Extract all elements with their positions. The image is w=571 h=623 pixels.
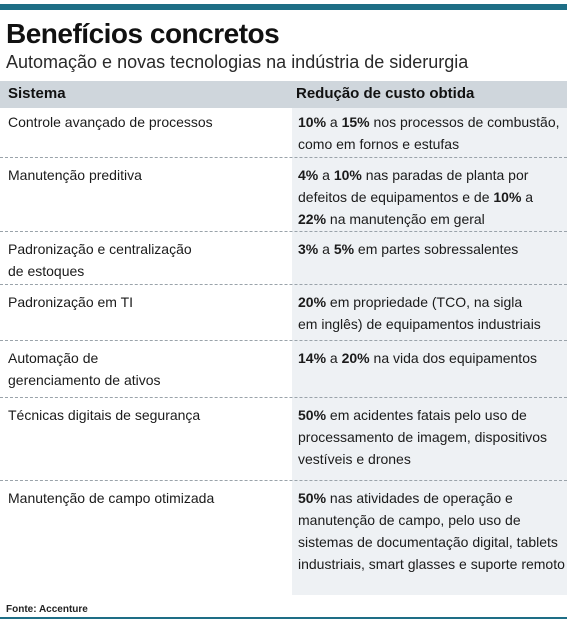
reduction-cell: 4% a 10% nas paradas de planta por defeit… <box>298 164 567 230</box>
reduction-line: 22% na manutenção em geral <box>298 208 567 230</box>
reduction-cell: 50% nas atividades de operação e manutenç… <box>298 487 567 575</box>
system-cell: Manutenção preditiva <box>8 164 286 186</box>
reduction-line: 3% a 5% em partes sobressalentes <box>298 238 567 260</box>
reduction-text: industriais, smart glasses e suporte rem… <box>298 556 565 572</box>
table-header: Sistema Redução de custo obtida <box>0 81 567 108</box>
system-cell: Manutenção de campo otimizada <box>8 487 286 509</box>
top-rule <box>0 4 567 10</box>
row-divider <box>0 284 567 285</box>
system-line: gerenciamento de ativos <box>8 372 161 388</box>
system-line: Automação de <box>8 350 99 366</box>
reduction-cell: 3% a 5% em partes sobressalentes <box>298 238 567 260</box>
reduction-cell: 20% em propriedade (TCO, na sigla em ingl… <box>298 291 567 335</box>
system-cell: Padronização e centralização de estoques <box>8 238 286 282</box>
reduction-cell: 10% a 15% nos processos de combustão, com… <box>298 111 567 155</box>
reduction-line: em inglês) de equipamentos industriais <box>298 313 567 335</box>
system-line: Padronização em TI <box>8 294 134 310</box>
reduction-line: manutenção de campo, pelo uso de <box>298 509 567 531</box>
system-line: Técnicas digitais de segurança <box>8 407 201 423</box>
reduction-value: 50% <box>298 490 327 506</box>
reduction-value: 20% <box>341 350 370 366</box>
reduction-text: a <box>326 114 342 130</box>
bottom-rule <box>0 617 567 619</box>
reduction-text: nos processos de combustão, <box>369 114 560 130</box>
reduction-value: 5% <box>333 241 355 257</box>
reduction-value: 3% <box>298 241 319 257</box>
reduction-text: em partes sobressalentes <box>354 241 519 257</box>
reduction-value: 14% <box>298 350 327 366</box>
reduction-line: 50% em acidentes fatais pelo uso de <box>298 404 567 426</box>
reduction-line: industriais, smart glasses e suporte rem… <box>298 553 567 575</box>
reduction-value: 10% <box>298 114 327 130</box>
reduction-line: vestíveis e drones <box>298 448 567 470</box>
column-header-reduction: Redução de custo obtida <box>296 85 475 102</box>
reduction-cell: 14% a 20% na vida dos equipamentos <box>298 347 567 369</box>
system-cell: Automação de gerenciamento de ativos <box>8 347 286 391</box>
column-header-system: Sistema <box>8 85 66 102</box>
reduction-line: sistemas de documentação digital, tablet… <box>298 531 567 553</box>
reduction-text: manutenção de campo, pelo uso de <box>298 512 521 528</box>
system-cell: Padronização em TI <box>8 291 286 313</box>
reduction-value: 15% <box>341 114 370 130</box>
reduction-column-background <box>292 108 567 595</box>
reduction-text: na vida dos equipamentos <box>369 350 537 366</box>
reduction-text: processamento de imagem, dispositivos <box>298 429 548 445</box>
reduction-line: 10% a 15% nos processos de combustão, <box>298 111 567 133</box>
page-subtitle: Automação e novas tecnologias na indústr… <box>6 52 469 72</box>
reduction-text: a <box>318 167 334 183</box>
system-line: Padronização e centralização <box>8 241 192 257</box>
reduction-text: como em fornos e estufas <box>298 136 460 152</box>
row-divider <box>0 231 567 232</box>
reduction-line: como em fornos e estufas <box>298 133 567 155</box>
reduction-line: 20% em propriedade (TCO, na sigla <box>298 291 567 313</box>
reduction-text: vestíveis e drones <box>298 451 411 467</box>
reduction-text: a <box>318 241 334 257</box>
row-divider <box>0 397 567 398</box>
system-line: Manutenção preditiva <box>8 167 142 183</box>
reduction-text: sistemas de documentação digital, tablet… <box>298 534 558 550</box>
system-line: de estoques <box>8 263 85 279</box>
reduction-text: na manutenção em geral <box>326 211 485 227</box>
reduction-text: em propriedade (TCO, na sigla <box>326 294 523 310</box>
reduction-value: 50% <box>298 407 327 423</box>
reduction-line: processamento de imagem, dispositivos <box>298 426 567 448</box>
reduction-text: defeitos de equipamentos e de <box>298 189 494 205</box>
row-divider <box>0 157 567 158</box>
reduction-text: a <box>521 189 534 205</box>
reduction-value: 10% <box>333 167 362 183</box>
reduction-text: nas paradas de planta por <box>361 167 529 183</box>
system-cell: Controle avançado de processos <box>8 111 286 133</box>
reduction-line: defeitos de equipamentos e de 10% a <box>298 186 567 208</box>
reduction-text: em acidentes fatais pelo uso de <box>326 407 527 423</box>
reduction-value: 20% <box>298 294 327 310</box>
row-divider <box>0 340 567 341</box>
reduction-line: 4% a 10% nas paradas de planta por <box>298 164 567 186</box>
system-line: Manutenção de campo otimizada <box>8 490 215 506</box>
reduction-text: em inglês) de equipamentos industriais <box>298 316 541 332</box>
reduction-text: a <box>326 350 342 366</box>
system-line: Controle avançado de processos <box>8 114 213 130</box>
system-cell: Técnicas digitais de segurança <box>8 404 286 426</box>
reduction-cell: 50% em acidentes fatais pelo uso de proce… <box>298 404 567 470</box>
reduction-line: 14% a 20% na vida dos equipamentos <box>298 347 567 369</box>
page-title: Benefícios concretos <box>6 18 280 49</box>
reduction-value: 4% <box>298 167 319 183</box>
reduction-line: 50% nas atividades de operação e <box>298 487 567 509</box>
reduction-text: nas atividades de operação e <box>326 490 513 506</box>
reduction-value: 10% <box>493 189 522 205</box>
row-divider <box>0 480 567 481</box>
reduction-value: 22% <box>298 211 327 227</box>
source-note: Fonte: Accenture <box>6 604 88 615</box>
